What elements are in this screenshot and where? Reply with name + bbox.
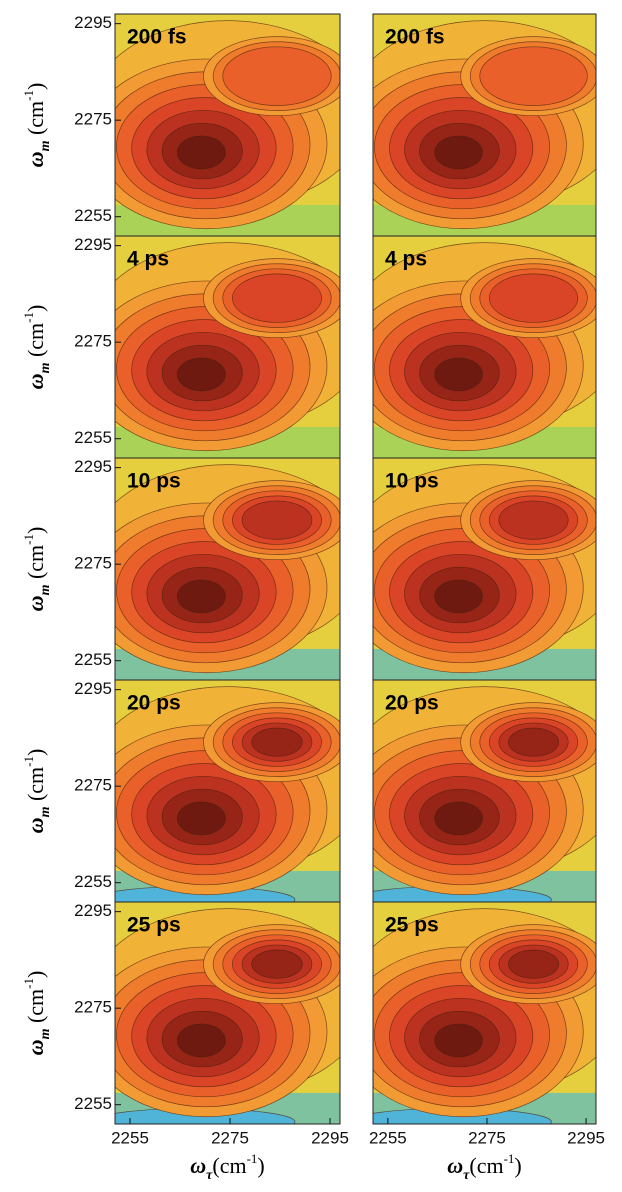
panel: 200 fs 2255 2275 2295 ωm (cm-1) <box>21 13 341 237</box>
axis-label: ωτ(cm-1) <box>447 1151 522 1182</box>
panel-frame <box>372 901 597 1125</box>
panel-title: 10 ps <box>127 470 181 493</box>
panel: 10 ps <box>372 457 597 681</box>
contour-band <box>508 727 560 757</box>
contour-plot <box>373 236 596 458</box>
contour-band <box>241 500 313 540</box>
x-tick-label: 2275 <box>468 1128 506 1147</box>
contour-band <box>176 801 226 836</box>
panel-title: 4 ps <box>127 248 169 271</box>
panel-title: 20 ps <box>127 692 181 715</box>
contour-band <box>251 949 303 979</box>
panel: 20 ps 2255 2275 2295 ωm (cm-1) <box>21 679 341 903</box>
contour-plot <box>115 236 340 458</box>
y-tick-label: 2275 <box>74 998 112 1017</box>
panel-title: 20 ps <box>385 692 439 715</box>
contour-plot <box>115 902 340 1124</box>
axis-label: ωm (cm-1) <box>21 527 52 612</box>
y-tick-label: 2295 <box>74 457 112 476</box>
contour-band <box>176 135 226 170</box>
panel-frame <box>114 901 341 1125</box>
panel: 20 ps <box>372 679 597 903</box>
contour-band <box>434 801 483 836</box>
contour-band <box>434 579 483 614</box>
y-tick-label: 2275 <box>74 776 112 795</box>
panel: 25 ps 2255 2275 2295 ωm (cm-1) 2255 2275 2295 ωτ… <box>21 901 349 1183</box>
y-tick-label: 2275 <box>74 332 112 351</box>
axis-label: ωm (cm-1) <box>21 971 52 1056</box>
x-tick-label: 2255 <box>369 1128 407 1147</box>
contour-band <box>176 579 226 614</box>
y-tick-label: 2255 <box>74 1094 112 1113</box>
panel: 4 ps <box>372 235 597 459</box>
contour-plot <box>115 458 340 680</box>
contour-band <box>488 273 579 323</box>
contour-band <box>498 500 569 540</box>
contour-plot <box>373 14 596 236</box>
y-tick-label: 2255 <box>74 206 112 225</box>
x-tick-label: 2255 <box>111 1128 149 1147</box>
x-tick-label: 2295 <box>567 1128 605 1147</box>
contour-band <box>508 949 560 979</box>
contour-plot <box>373 680 596 902</box>
contour-band <box>434 1023 483 1058</box>
x-tick-label: 2295 <box>311 1128 349 1147</box>
panel-title: 10 ps <box>385 470 439 493</box>
x-tick-label: 2275 <box>211 1128 249 1147</box>
contour-band <box>232 273 322 323</box>
contour-plot <box>115 14 340 236</box>
contour-plot <box>373 902 596 1124</box>
axis-label: ωm (cm-1) <box>21 305 52 390</box>
y-tick-label: 2275 <box>74 110 112 129</box>
y-tick-label: 2255 <box>74 650 112 669</box>
panel: 200 fs <box>372 13 597 237</box>
panel: 10 ps 2255 2275 2295 ωm (cm-1) <box>21 457 341 681</box>
panel: 4 ps 2255 2275 2295 ωm (cm-1) <box>21 235 341 459</box>
axis-label: ωτ(cm-1) <box>190 1151 265 1182</box>
y-tick-label: 2295 <box>74 235 112 254</box>
y-tick-label: 2295 <box>74 13 112 32</box>
panel-title: 200 fs <box>127 26 187 49</box>
contour-band <box>251 727 303 757</box>
contour-plot <box>373 458 596 680</box>
axis-label: ωm (cm-1) <box>21 83 52 168</box>
panel-title: 4 ps <box>385 248 427 271</box>
panel-title: 25 ps <box>127 914 181 937</box>
contour-band <box>222 46 332 106</box>
contour-plot <box>115 680 340 902</box>
axis-label: ωm (cm-1) <box>21 749 52 834</box>
contour-band <box>434 357 483 392</box>
y-tick-label: 2255 <box>74 872 112 891</box>
contour-band <box>479 46 588 106</box>
panel: 25 ps 2255 2275 2295 ωτ(cm-1) <box>369 901 605 1183</box>
contour-band <box>176 1023 226 1058</box>
y-tick-label: 2255 <box>74 428 112 447</box>
contour-band <box>176 357 226 392</box>
panel-title: 200 fs <box>385 26 445 49</box>
contour-band <box>434 135 483 170</box>
y-tick-label: 2295 <box>74 901 112 920</box>
y-tick-label: 2275 <box>74 554 112 573</box>
panel-title: 25 ps <box>385 914 439 937</box>
y-tick-label: 2295 <box>74 679 112 698</box>
